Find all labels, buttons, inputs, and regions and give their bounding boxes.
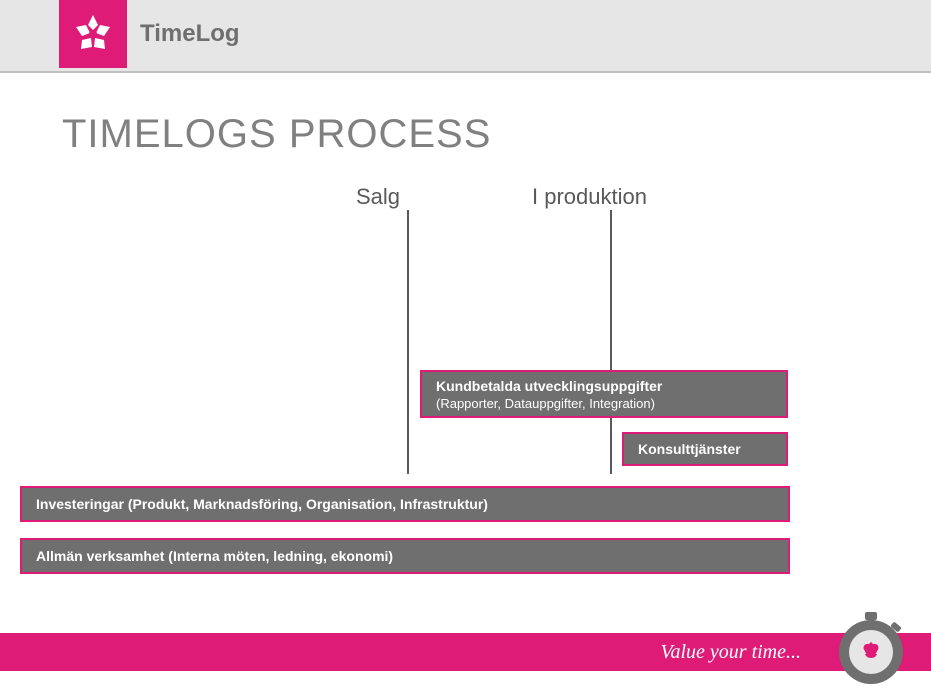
arrow-leadgenerering: Leadgenerering Cold calling, Google, DM [21, 228, 188, 278]
bar-kundbetalda: Kundbetalda utvecklingsuppgifter (Rappor… [422, 372, 786, 416]
stopwatch-icon [829, 606, 913, 690]
footer-tagline: Value your time... [660, 641, 801, 664]
bar-konsulttjanster: Konsulttjänster [624, 434, 786, 464]
arrow-title: Nyförsäljning [228, 236, 390, 253]
bar-title: Konsulttjänster [638, 441, 741, 457]
page-title: TIMELOGS PROCESS [62, 112, 491, 157]
bar-investeringar: Investeringar (Produkt, Marknadsföring, … [22, 488, 788, 520]
flower-icon [70, 11, 116, 57]
bar-title: Allmän verksamhet (Interna möten, lednin… [36, 548, 393, 564]
arrow-kundverksamhet: Kundverksamhet Support, Uppgradering [622, 228, 789, 278]
bar-title: Investeringar (Produkt, Marknadsföring, … [36, 496, 488, 512]
arrow-implementering: Implementering Användarutbildning [414, 228, 581, 278]
slide-canvas: TimeLog TIMELOGS PROCESS Salg I produkti… [0, 0, 931, 700]
arrow-merforsaljning: Merförsäljning Möten, anbud, specifikati… [214, 384, 402, 434]
arrow-subtitle: Användarutbildning [428, 255, 569, 271]
arrow-title: Merförsäljning [228, 392, 390, 409]
header-divider [0, 71, 931, 73]
arrow-nyforsaljning: Nyförsäljning Möten, anbud, specifikatio… [214, 228, 402, 278]
footer-bar: Value your time... [0, 633, 931, 671]
phase-label-produktion: I produktion [532, 184, 647, 210]
arrow-title: Implementering [428, 236, 569, 253]
brand-name: TimeLog [140, 20, 240, 48]
arrow-subtitle: Möten, anbud, specifikationer [228, 255, 390, 286]
bar-allman-verksamhet: Allmän verksamhet (Interna möten, lednin… [22, 540, 788, 572]
bar-title: Kundbetalda utvecklingsuppgifter [436, 378, 662, 394]
bar-subtitle: (Rapporter, Datauppgifter, Integration) [436, 396, 655, 411]
brand-logo [59, 0, 127, 68]
phase-divider-2 [610, 210, 612, 474]
phase-label-salg: Salg [356, 184, 400, 210]
arrow-subtitle: Möten, anbud, specifikationer [228, 411, 390, 442]
arrow-title: Leadgenerering [35, 236, 176, 253]
phase-divider-1 [407, 210, 409, 474]
arrow-subtitle: Support, Uppgradering [636, 255, 777, 271]
arrow-subtitle: Cold calling, Google, DM [35, 255, 176, 286]
arrow-title: Kundverksamhet [636, 236, 777, 253]
